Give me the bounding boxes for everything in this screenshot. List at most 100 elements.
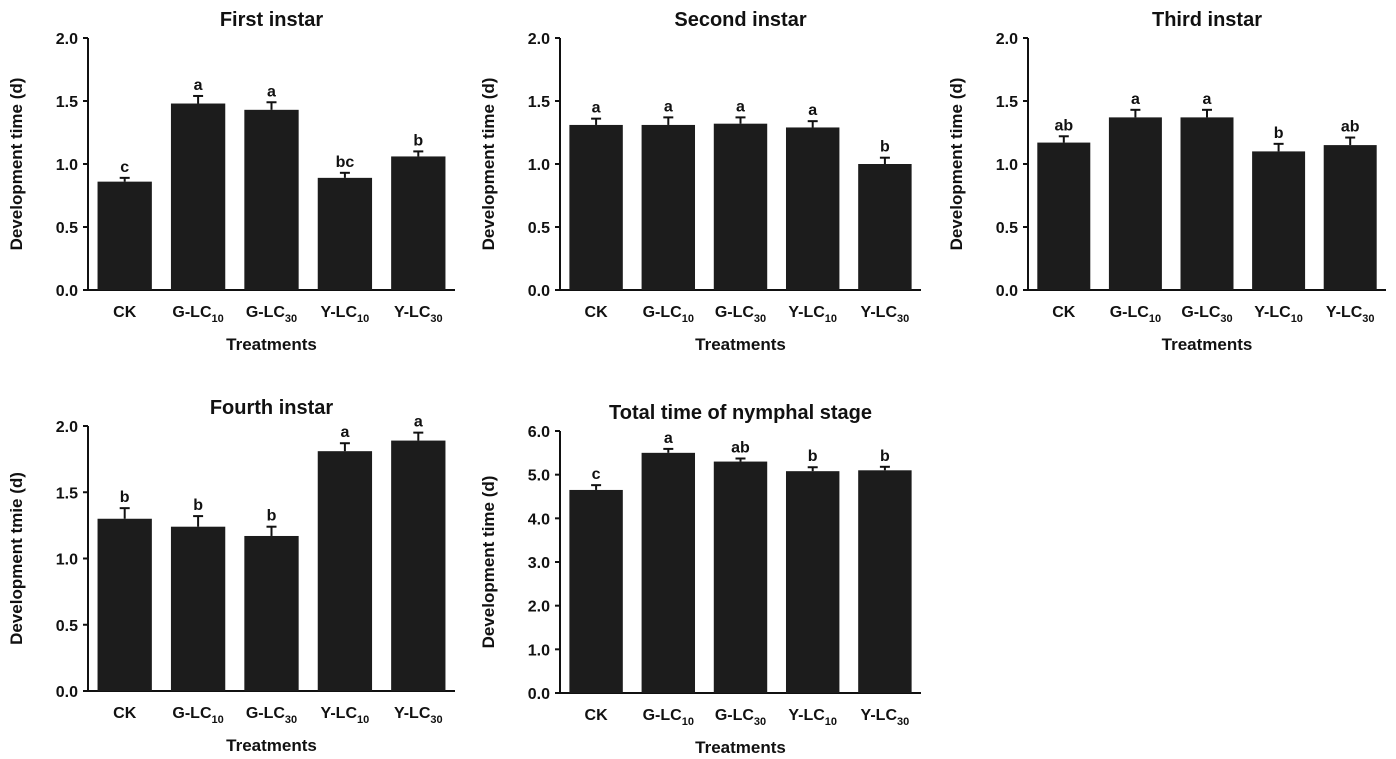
significance-letter: a [267,83,276,100]
bar [317,177,373,290]
y-tick-label: 1.0 [56,157,78,174]
chart-title: Second instar [674,9,806,31]
bar [244,109,299,290]
category-subscript: 30 [1362,313,1374,325]
category-base: Y-LC [1254,304,1291,321]
significance-letter: a [664,430,673,447]
chart-title: Total time of nymphal stage [609,402,872,424]
category-base: Y-LC [861,707,898,724]
category-subscript: 10 [357,313,369,325]
significance-letter: c [592,466,601,483]
x-category-label: CK [585,707,609,724]
significance-letter: a [592,100,601,117]
category-base: Y-LC [788,707,825,724]
category-subscript: 30 [754,313,766,325]
y-tick-label: 0.0 [528,686,550,703]
significance-letter: b [193,497,203,514]
category-subscript: 30 [897,716,909,728]
y-tick-label: 1.5 [996,94,1018,111]
y-tick-label: 1.0 [56,552,78,569]
x-category-label: G-LC30 [246,304,297,325]
category-base: G-LC [246,304,286,321]
y-tick-label: 2.0 [528,31,550,48]
significance-letter: ab [731,440,750,457]
bar [858,164,912,290]
category-base: Y-LC [1326,304,1363,321]
significance-letter: b [880,139,890,156]
chart-title: Third instar [1152,9,1262,31]
category-subscript: 30 [897,313,909,325]
bar [569,489,623,693]
category-base: CK [585,304,609,321]
y-tick-label: 1.0 [528,157,550,174]
category-subscript: 30 [430,714,442,726]
category-base: CK [585,707,609,724]
y-tick-label: 2.0 [56,419,78,436]
bar [713,123,768,291]
y-tick-label: 0.5 [996,220,1018,237]
y-tick-label: 1.5 [56,485,78,502]
significance-letter: c [120,159,129,176]
x-axis-label: Treatments [695,335,786,354]
category-subscript: 10 [1291,313,1303,325]
y-tick-label: 4.0 [528,511,550,528]
y-tick-label: 2.0 [56,31,78,48]
bar [1252,151,1306,290]
x-category-label: Y-LC10 [1254,304,1303,325]
y-axis-label: Development tmie (d) [7,472,26,645]
x-category-label: G-LC10 [172,304,223,325]
significance-letter: a [808,102,817,119]
chart-panel-1: First instar 0.0 0.5 1.0 1.5 2.0 Development t… [7,9,455,354]
bar [1037,142,1091,290]
x-axis-label: Treatments [695,738,786,757]
x-category-label: CK [113,304,137,321]
category-subscript: 30 [285,714,297,726]
x-axis-label: Treatments [226,736,317,755]
chart-panel-5: Total time of nymphal stage 0.0 1.0 2.0 3.0 4… [479,402,921,757]
y-axis-label: Development time (d) [947,78,966,251]
bar [785,471,840,693]
y-axis-label: Development time (d) [7,78,26,251]
x-category-label: Y-LC30 [861,304,910,325]
category-base: G-LC [246,705,286,722]
category-subscript: 30 [285,313,297,325]
y-tick-label: 0.5 [56,618,78,635]
chart-panel-2: Second instar 0.0 0.5 1.0 1.5 2.0 Development … [479,9,921,354]
bar [244,535,299,691]
bar [785,127,840,291]
y-tick-label: 1.0 [528,642,550,659]
category-base: G-LC [715,707,755,724]
significance-letter: b [413,132,423,149]
x-category-label: G-LC10 [643,707,694,728]
x-category-label: Y-LC30 [1326,304,1375,325]
bar [1323,145,1377,290]
x-category-label: Y-LC30 [861,707,910,728]
x-category-label: Y-LC30 [394,705,443,726]
category-base: G-LC [643,304,683,321]
significance-letter: b [880,448,890,465]
significance-letter: a [340,424,349,441]
x-category-label: Y-LC10 [788,304,837,325]
chart-panel-4: Fourth instar 0.0 0.5 1.0 1.5 2.0 Development … [7,397,455,755]
significance-letter: bc [336,154,355,171]
category-subscript: 10 [682,716,694,728]
x-axis-label: Treatments [226,335,317,354]
y-tick-label: 1.5 [56,94,78,111]
category-base: CK [113,705,137,722]
y-tick-label: 0.0 [56,283,78,300]
x-axis-label: Treatments [1162,335,1253,354]
significance-letter: ab [1341,119,1360,136]
x-category-label: G-LC10 [643,304,694,325]
significance-letter: b [1274,125,1284,142]
y-tick-label: 1.0 [996,157,1018,174]
bar [1180,117,1234,290]
y-tick-label: 5.0 [528,468,550,485]
category-base: G-LC [172,705,212,722]
y-tick-label: 0.0 [528,283,550,300]
bar [641,452,696,693]
y-axis-label: Development time (d) [479,476,498,649]
category-base: Y-LC [394,304,431,321]
y-tick-label: 0.0 [996,283,1018,300]
significance-letter: ab [1054,117,1073,134]
bar [569,124,623,290]
